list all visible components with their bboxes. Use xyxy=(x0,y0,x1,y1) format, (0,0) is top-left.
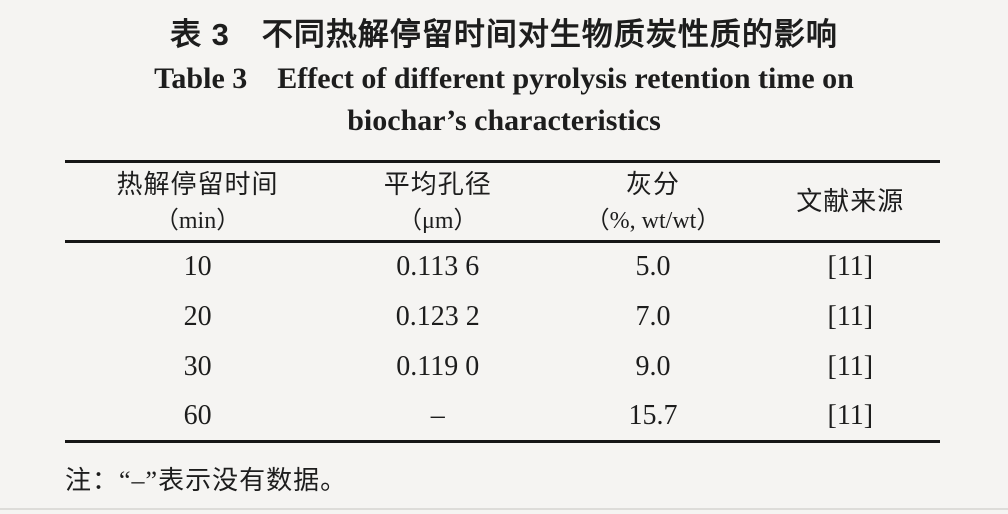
header-row: 热解停留时间 （min） 平均孔径 （μm） 灰分 （%, wt/wt） 文献来… xyxy=(65,162,940,242)
cell-pore-diameter: – xyxy=(430,399,445,431)
cell-retention-time: 30 xyxy=(183,350,212,382)
cell-retention-time: 60 xyxy=(183,399,212,431)
col-header-ash-unit: （%, wt/wt） xyxy=(585,207,721,234)
col-header-source: 文献来源 xyxy=(761,162,940,242)
col-header-source-label: 文献来源 xyxy=(796,186,905,216)
cell-ash: 7.0 xyxy=(635,300,671,332)
cell-retention-time: 20 xyxy=(183,300,212,332)
cell-retention-time: 10 xyxy=(183,251,212,283)
cell-ash: 15.7 xyxy=(628,399,678,431)
table-row: 60 – 15.7 [11] xyxy=(65,392,940,442)
scan-edge-line xyxy=(0,508,1008,510)
table-row: 20 0.123 2 7.0 [11] xyxy=(65,292,940,342)
col-header-pore-diameter-unit: （μm） xyxy=(397,207,478,234)
cell-ash: 9.0 xyxy=(635,350,671,382)
cell-source: [11] xyxy=(827,350,874,382)
col-header-retention-time: 热解停留时间 （min） xyxy=(65,162,330,242)
cell-pore-diameter: 0.119 0 xyxy=(396,350,480,382)
cell-ash: 5.0 xyxy=(635,251,671,283)
cell-source: [11] xyxy=(827,251,874,283)
cell-source: [11] xyxy=(827,300,874,332)
col-header-pore-diameter: 平均孔径 （μm） xyxy=(330,162,545,242)
table-caption-en-line1: Table 3 Effect of different pyrolysis re… xyxy=(154,62,854,95)
col-header-ash-label: 灰分 xyxy=(625,169,680,199)
cell-source: [11] xyxy=(827,399,874,431)
table-footnote: 注：“–”表示没有数据。 xyxy=(65,466,348,495)
data-table: 热解停留时间 （min） 平均孔径 （μm） 灰分 （%, wt/wt） 文献来… xyxy=(65,160,940,443)
table-row: 30 0.119 0 9.0 [11] xyxy=(65,342,940,392)
cell-pore-diameter: 0.113 6 xyxy=(396,251,480,283)
table-row: 10 0.113 6 5.0 [11] xyxy=(65,242,940,292)
col-header-pore-diameter-label: 平均孔径 xyxy=(383,169,492,199)
col-header-retention-time-label: 热解停留时间 xyxy=(116,169,279,199)
cell-pore-diameter: 0.123 2 xyxy=(395,300,480,332)
col-header-retention-time-unit: （min） xyxy=(154,207,241,234)
table-caption-en-line2: biochar’s characteristics xyxy=(347,104,661,137)
col-header-ash: 灰分 （%, wt/wt） xyxy=(545,162,760,242)
table-caption-zh: 表 3 不同热解停留时间对生物质炭性质的影响 xyxy=(170,17,838,52)
